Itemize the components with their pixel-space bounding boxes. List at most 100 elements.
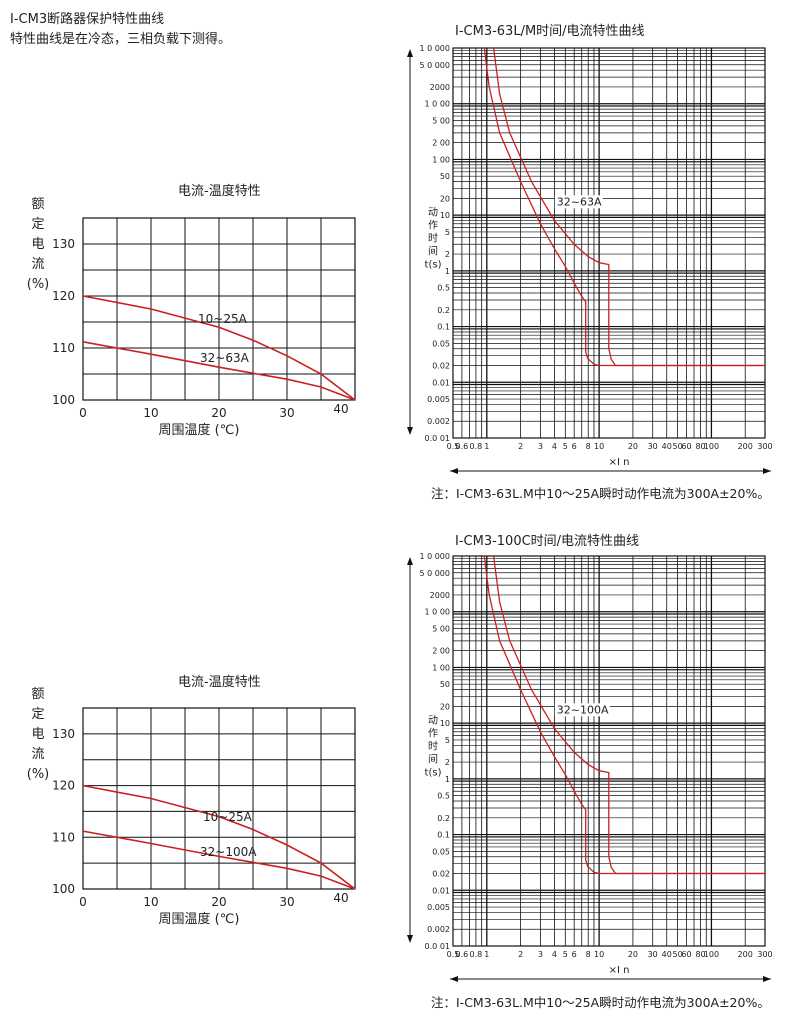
y-tick-label: 1 0 00 xyxy=(425,100,450,109)
y-axis-label: t(s) xyxy=(425,260,442,271)
series-line-1 xyxy=(492,555,765,875)
series-line-0 xyxy=(483,47,765,367)
y-axis-label: (%) xyxy=(27,277,50,292)
note-1: 注：I-CM3-63L.M中10～25A瞬时动作电流为300A±20%。 xyxy=(431,486,770,501)
x-tick-label: 4 xyxy=(552,950,557,959)
x-tick-label: 60 xyxy=(681,442,691,451)
y-axis-label: (%) xyxy=(27,767,50,782)
x-tick-label: 200 xyxy=(738,442,753,451)
x-tick-label: 3 xyxy=(538,950,543,959)
y-tick-label: 0.2 xyxy=(437,814,450,823)
x-tick-label: 0 xyxy=(79,406,87,420)
y-axis-label: 时 xyxy=(428,741,438,753)
y-tick-label: 0.05 xyxy=(432,339,450,348)
y-tick-label: 0.5 xyxy=(437,284,450,293)
temp-chart-2-title: 电流-温度特性 xyxy=(178,675,261,690)
x-tick-label: 4 xyxy=(552,442,557,451)
y-tick-label: 2 00 xyxy=(432,647,450,656)
y-tick-label: 0.002 xyxy=(427,417,450,426)
y-tick-label: 1 0 000 xyxy=(419,552,450,561)
temp-chart-1-title: 电流-温度特性 xyxy=(178,184,261,199)
y-tick-label: 20 xyxy=(440,702,450,711)
y-axis-label: t(s) xyxy=(425,768,442,779)
y-tick-label: 0.02 xyxy=(432,362,450,371)
y-axis-label: 定 xyxy=(31,217,44,232)
y-tick-label: 5 0 000 xyxy=(419,569,450,578)
y-axis-arrow-head xyxy=(407,935,413,943)
y-tick-label: 5 0 000 xyxy=(419,61,450,70)
x-axis-label: 周围温度 (℃) xyxy=(159,911,240,927)
x-tick-label: 40 xyxy=(662,442,672,451)
y-axis-label: 额 xyxy=(31,687,44,702)
y-axis-label: 流 xyxy=(31,747,44,762)
x-tick-label: 2 xyxy=(518,442,523,451)
x-tick-label: 0.5 xyxy=(447,950,460,959)
y-tick-label: 0.002 xyxy=(427,925,450,934)
x-axis-arrow-head xyxy=(763,976,771,982)
y-tick-label: 0.02 xyxy=(432,870,450,879)
series-line-0 xyxy=(483,555,765,875)
series-line-1 xyxy=(492,47,765,367)
x-tick-label: 1 xyxy=(484,442,489,451)
x-axis-arrow-head xyxy=(450,976,458,982)
tc-chart-1-title: I-CM3-63L/M时间/电流特性曲线 xyxy=(455,24,645,39)
x-tick-label: 80 xyxy=(695,950,705,959)
x-tick-label: 40 xyxy=(333,891,348,905)
series-label-1: 32~100A xyxy=(200,845,257,859)
series-label-bg xyxy=(554,703,610,717)
y-tick-label: 1 00 xyxy=(432,663,450,672)
x-tick-label: 6 xyxy=(572,442,577,451)
y-axis-label: 动 xyxy=(428,207,438,219)
series-label-1: 32~63A xyxy=(200,351,250,365)
x-tick-label: 3 xyxy=(538,442,543,451)
x-tick-label: 300 xyxy=(757,950,772,959)
x-tick-label: 20 xyxy=(211,895,226,909)
x-tick-label: 6 xyxy=(572,950,577,959)
y-tick-label: 110 xyxy=(52,341,75,355)
x-tick-label: 1 xyxy=(484,950,489,959)
y-axis-label: 定 xyxy=(31,707,44,722)
y-axis-label: 电 xyxy=(31,727,44,742)
y-tick-label: 0.2 xyxy=(437,306,450,315)
x-tick-label: 10 xyxy=(143,406,158,420)
x-tick-label: 30 xyxy=(279,406,294,420)
y-tick-label: 2000 xyxy=(430,83,450,92)
series-line-0 xyxy=(82,295,356,401)
x-tick-label: 5 xyxy=(563,442,568,451)
x-tick-label: 0.8 xyxy=(470,442,483,451)
y-tick-label: 0.01 xyxy=(432,378,450,387)
x-axis-label: 周围温度 (℃) xyxy=(159,422,240,438)
y-axis-label: 电 xyxy=(31,237,44,252)
y-tick-label: 2 00 xyxy=(432,139,450,148)
series-label-bg xyxy=(554,195,603,209)
series-label-0: 10~25A xyxy=(198,312,248,326)
y-tick-label: 1 xyxy=(445,267,450,276)
y-tick-label: 2000 xyxy=(430,591,450,600)
series-label: 32~63A xyxy=(557,195,602,208)
x-axis-label: ×I n xyxy=(609,457,630,468)
x-tick-label: 10 xyxy=(143,895,158,909)
x-tick-label: 50 xyxy=(673,950,683,959)
y-axis-label: 时 xyxy=(428,233,438,245)
x-tick-label: 200 xyxy=(738,950,753,959)
y-tick-label: 20 xyxy=(440,194,450,203)
y-tick-label: 110 xyxy=(52,830,75,844)
series-label-0: 10~25A xyxy=(203,810,253,824)
y-axis-label: 间 xyxy=(428,753,438,766)
x-tick-label: 50 xyxy=(673,442,683,451)
y-tick-label: 0.1 xyxy=(437,323,450,332)
y-axis-label: 间 xyxy=(428,245,438,258)
x-tick-label: 30 xyxy=(279,895,294,909)
y-tick-label: 5 00 xyxy=(432,624,450,633)
y-axis-label: 动 xyxy=(428,715,438,727)
x-tick-label: 5 xyxy=(563,950,568,959)
x-tick-label: 8 xyxy=(586,442,591,451)
y-tick-label: 120 xyxy=(52,289,75,303)
x-axis-arrow-head xyxy=(450,468,458,474)
y-tick-label: 100 xyxy=(52,882,75,896)
x-tick-label: 40 xyxy=(333,402,348,416)
